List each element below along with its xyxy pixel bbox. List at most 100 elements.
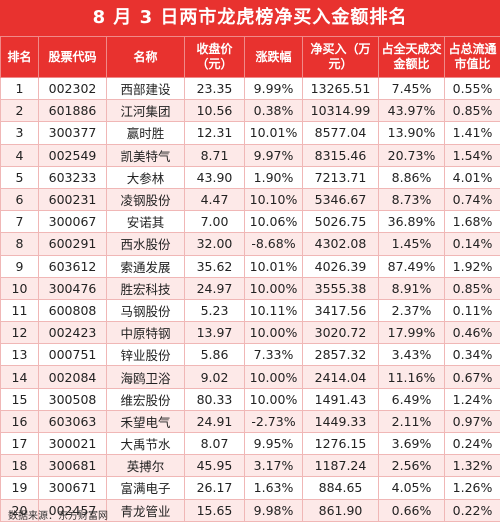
table-row: 6 600231 凌钢股份 4.47 10.10% 5346.67 8.73% 0.74% [0,187,500,212]
table-row: 9 603612 索通发展 35.62 10.01% 4026.39 87.49% 1.92% [0,254,500,278]
code-cell: 002423 [38,321,107,345]
change-pct-cell: 9.98% [244,498,303,522]
float-cap-ratio-cell: 0.34% [444,343,500,367]
close-price-cell: 8.71 [184,143,245,167]
net-buy-cell: 8577.04 [302,121,379,145]
close-price-cell: 24.91 [184,409,245,434]
float-cap-ratio-cell: 1.68% [444,210,500,234]
rank-cell: 8 [0,232,39,256]
change-pct-cell: 7.33% [244,343,303,367]
float-cap-ratio-cell: 0.97% [444,409,500,434]
table-row: 5 603233 大参林 43.90 1.90% 7213.71 8.86% 4.01% [0,165,500,189]
change-pct-cell: 10.11% [244,298,303,323]
float-cap-ratio-cell: 0.11% [444,298,500,323]
rank-cell: 2 [0,99,39,123]
net-buy-cell: 4026.39 [302,254,379,278]
name-cell: 凯美特气 [106,143,185,167]
close-price-cell: 5.23 [184,298,245,323]
col-header-change-pct: 涨跌幅 [244,36,303,78]
turnover-ratio-cell: 17.99% [378,321,445,345]
table-row: 4 002549 凯美特气 8.71 9.97% 8315.46 20.73% 1.54% [0,143,500,167]
name-cell: 富满电子 [106,476,185,500]
data-source-note: 数据来源：东方财富网 [8,511,108,522]
change-pct-cell: 10.00% [244,321,303,345]
close-price-cell: 32.00 [184,232,245,256]
close-price-cell: 24.97 [184,276,245,300]
net-buy-cell: 3555.38 [302,276,379,300]
net-buy-cell: 1449.33 [302,409,379,434]
net-buy-cell: 1187.24 [302,454,379,478]
col-header-code: 股票代码 [38,36,107,78]
name-cell: 锌业股份 [106,343,185,367]
change-pct-cell: -8.68% [244,232,303,256]
code-cell: 000751 [38,343,107,367]
name-cell: 中原特钢 [106,321,185,345]
code-cell: 603063 [38,409,107,434]
col-header-name: 名称 [106,36,185,78]
table-row: 20 002457 青龙管业 15.65 9.98% 861.90 0.66% 0.22% [0,498,500,522]
table-row: 8 600291 西水股份 32.00 -8.68% 4302.08 1.45% 0.14% [0,232,500,256]
code-cell: 300021 [38,431,107,456]
rank-cell: 20 [0,498,39,522]
net-buy-cell: 10314.99 [302,99,379,123]
close-price-cell: 4.47 [184,187,245,212]
rank-cell: 1 [0,76,39,101]
change-pct-cell: 10.01% [244,254,303,278]
rank-cell: 18 [0,454,39,478]
float-cap-ratio-cell: 0.22% [444,498,500,522]
close-price-cell: 35.62 [184,254,245,278]
close-price-cell: 7.00 [184,210,245,234]
rank-cell: 11 [0,298,39,323]
rank-cell: 15 [0,387,39,411]
table-row: 18 300681 英搏尔 45.95 3.17% 1187.24 2.56% 1.32% [0,454,500,478]
table-body: 1 002302 西部建设 23.35 9.99% 13265.51 7.45% 0.55% 2… [0,76,500,522]
code-cell: 002457 [38,498,107,522]
rank-cell: 19 [0,476,39,500]
close-price-cell: 12.31 [184,121,245,145]
turnover-ratio-cell: 11.16% [378,365,445,389]
float-cap-ratio-cell: 1.92% [444,254,500,278]
change-pct-cell: 10.00% [244,387,303,411]
code-cell: 600291 [38,232,107,256]
name-cell: 禾望电气 [106,409,185,434]
page-title: 8 月 3 日两市龙虎榜净买入金额排名 [0,0,500,36]
turnover-ratio-cell: 6.49% [378,387,445,411]
table-row: 1 002302 西部建设 23.35 9.99% 13265.51 7.45% 0.55% [0,76,500,101]
code-cell: 300067 [38,210,107,234]
float-cap-ratio-cell: 1.54% [444,143,500,167]
name-cell: 江河集团 [106,99,185,123]
turnover-ratio-cell: 20.73% [378,143,445,167]
name-cell: 西水股份 [106,232,185,256]
table-row: 16 603063 禾望电气 24.91 -2.73% 1449.33 2.11% 0.97% [0,409,500,434]
close-price-cell: 45.95 [184,454,245,478]
name-cell: 马钢股份 [106,298,185,323]
turnover-ratio-cell: 2.11% [378,409,445,434]
net-buy-cell: 7213.71 [302,165,379,189]
turnover-ratio-cell: 36.89% [378,210,445,234]
float-cap-ratio-cell: 0.55% [444,76,500,101]
code-cell: 601886 [38,99,107,123]
name-cell: 维宏股份 [106,387,185,411]
net-buy-cell: 5026.75 [302,210,379,234]
float-cap-ratio-cell: 1.32% [444,454,500,478]
change-pct-cell: 9.99% [244,76,303,101]
net-buy-cell: 13265.51 [302,76,379,101]
ranking-table: 排名 股票代码 名称 收盘价（元） 涨跌幅 净买入（万元） 占全天成交金额比 占… [0,36,500,522]
net-buy-cell: 1491.43 [302,387,379,411]
col-header-net-buy: 净买入（万元） [302,36,379,78]
net-buy-cell: 2857.32 [302,343,379,367]
turnover-ratio-cell: 8.73% [378,187,445,212]
rank-cell: 12 [0,321,39,345]
table-row: 14 002084 海鸥卫浴 9.02 10.00% 2414.04 11.16% 0.67% [0,365,500,389]
change-pct-cell: 0.38% [244,99,303,123]
net-buy-cell: 4302.08 [302,232,379,256]
close-price-cell: 5.86 [184,343,245,367]
net-buy-cell: 5346.67 [302,187,379,212]
rank-cell: 5 [0,165,39,189]
net-buy-cell: 3417.56 [302,298,379,323]
code-cell: 300671 [38,476,107,500]
col-header-turnover-ratio: 占全天成交金额比 [378,36,445,78]
close-price-cell: 13.97 [184,321,245,345]
table-row: 15 300508 维宏股份 80.33 10.00% 1491.43 6.49% 1.24% [0,387,500,411]
